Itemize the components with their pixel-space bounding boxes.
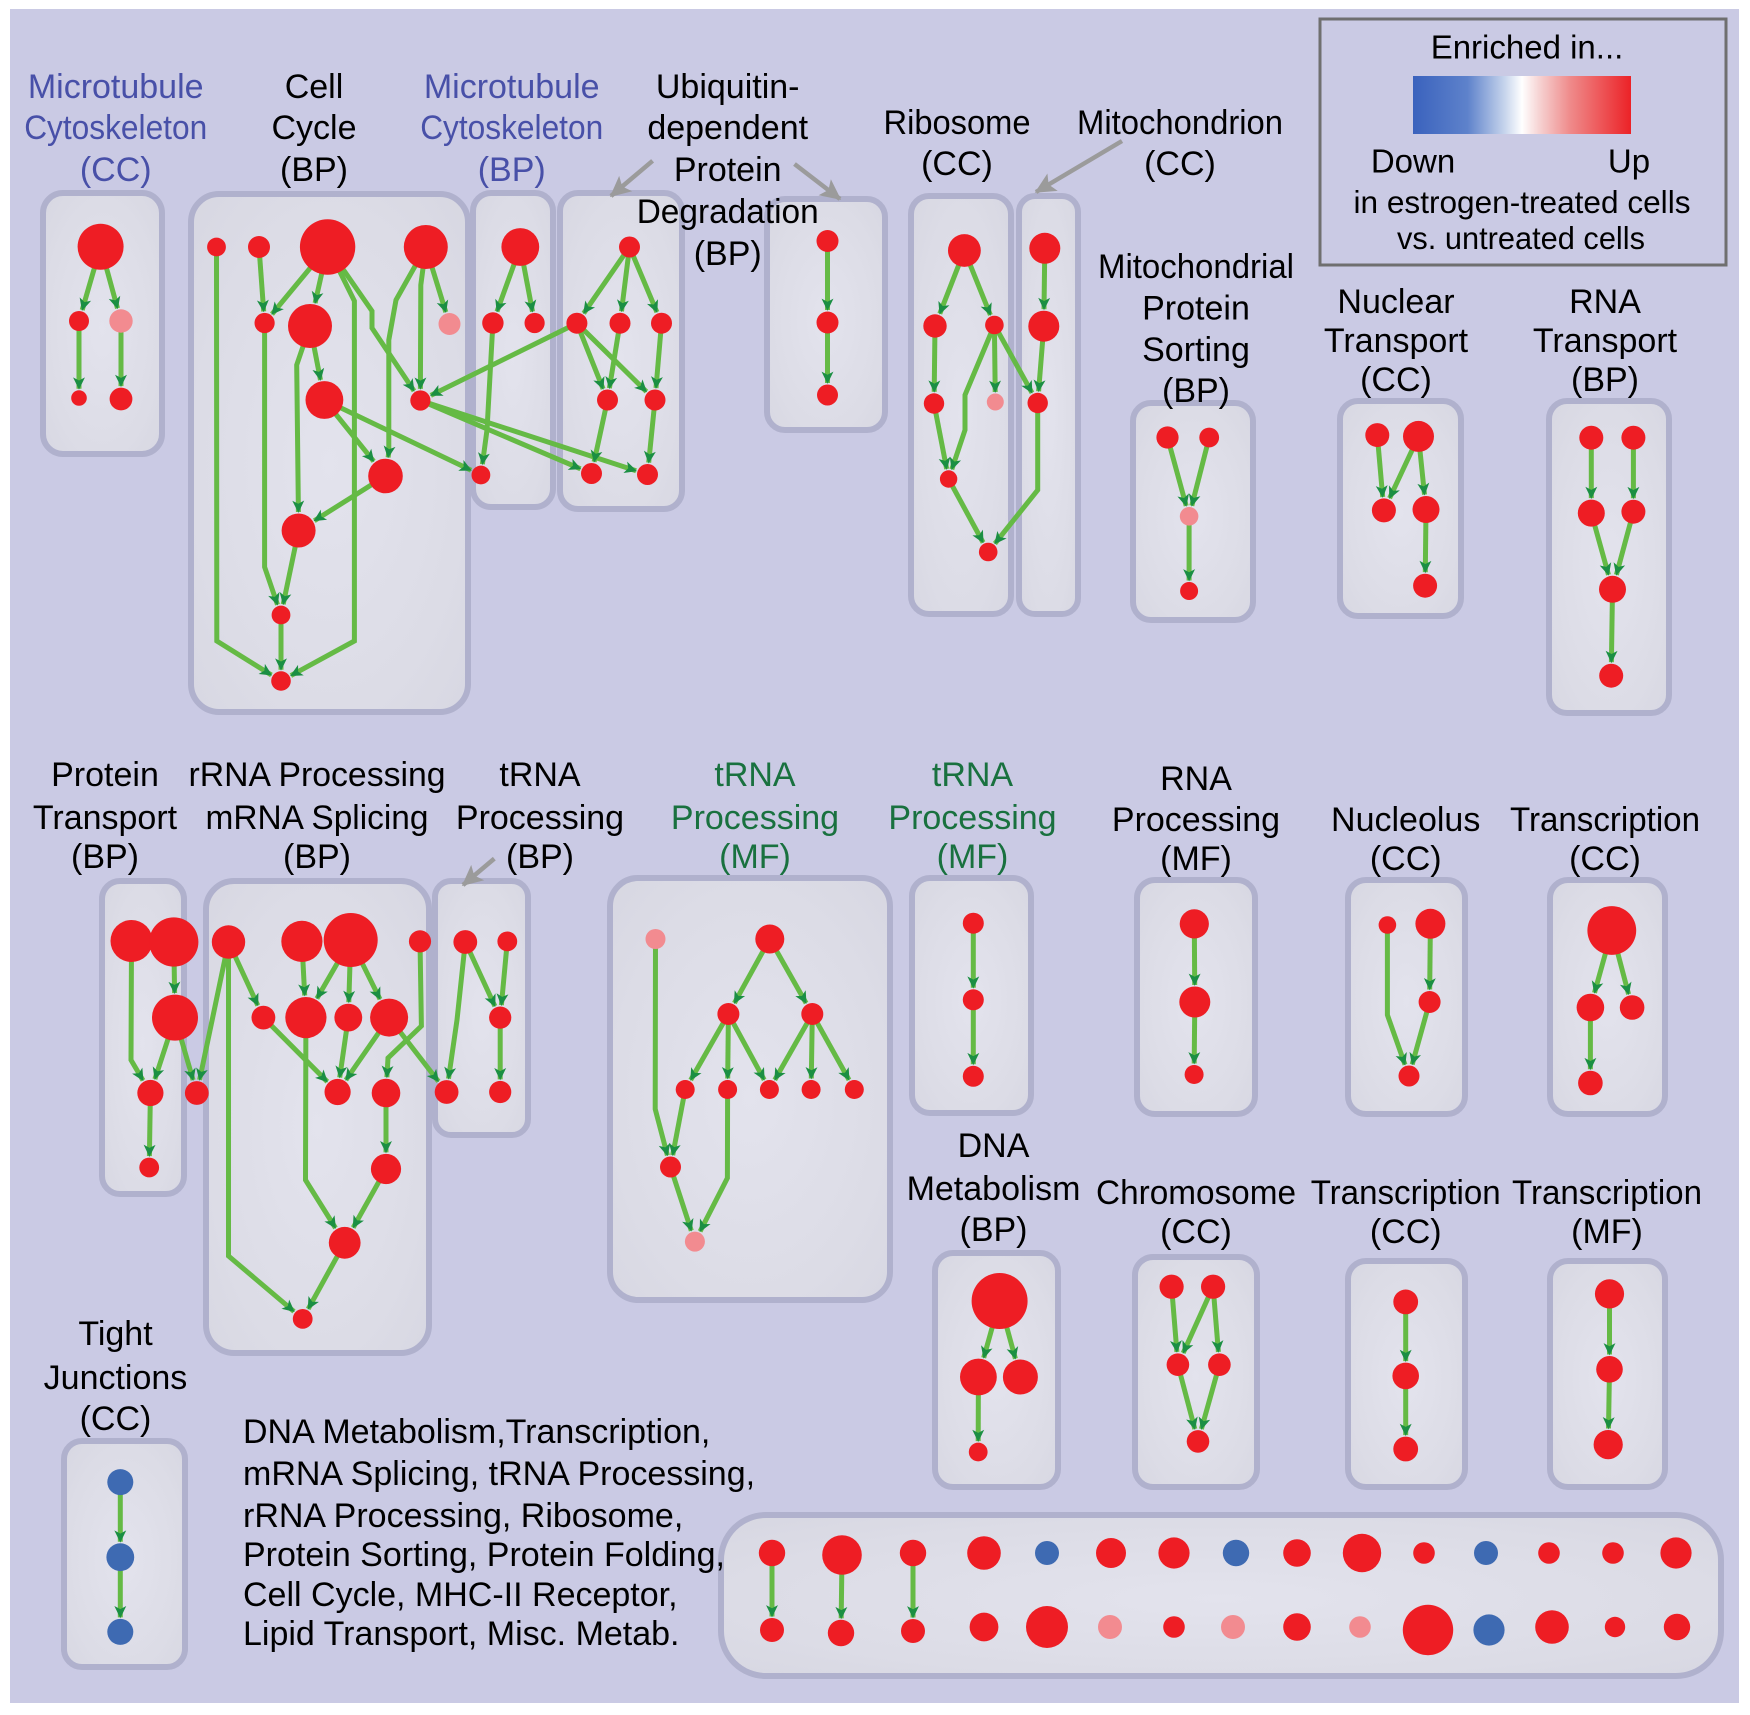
svg-text:in estrogen-treated cells: in estrogen-treated cells [1354,184,1691,220]
svg-text:(BP): (BP) [1571,361,1639,399]
svg-text:Protein: Protein [51,756,159,794]
svg-text:RNA: RNA [1569,283,1641,321]
svg-text:Nucleolus: Nucleolus [1331,801,1480,839]
svg-text:(BP): (BP) [694,235,762,273]
svg-text:(MF): (MF) [1160,840,1232,878]
svg-text:(MF): (MF) [719,838,791,876]
svg-text:Metabolism: Metabolism [907,1170,1081,1208]
svg-text:Ubiquitin-: Ubiquitin- [656,68,800,106]
svg-text:(CC): (CC) [1370,1213,1442,1251]
svg-text:(BP): (BP) [280,151,348,189]
svg-text:(CC): (CC) [1160,1213,1232,1251]
svg-text:DNA Metabolism,Transcription,: DNA Metabolism,Transcription, [243,1413,710,1451]
svg-text:Cytoskeleton: Cytoskeleton [420,109,603,147]
svg-text:Processing: Processing [888,799,1056,837]
svg-text:Mitochondrion: Mitochondrion [1077,104,1283,142]
svg-text:(CC): (CC) [921,145,993,183]
svg-text:Junctions: Junctions [44,1359,188,1397]
svg-text:(BP): (BP) [478,151,546,189]
svg-text:(CC): (CC) [80,151,152,189]
svg-text:tRNA: tRNA [499,756,581,794]
svg-text:Cycle: Cycle [271,109,356,147]
svg-text:Mitochondrial: Mitochondrial [1098,248,1294,286]
svg-text:Sorting: Sorting [1142,331,1250,369]
svg-text:mRNA Splicing: mRNA Splicing [206,799,429,837]
svg-text:Cell Cycle, MHC-II Receptor,: Cell Cycle, MHC-II Receptor, [243,1576,678,1614]
svg-text:Cell: Cell [285,68,344,106]
svg-text:Transport: Transport [33,799,178,837]
svg-text:mRNA Splicing, tRNA Processing: mRNA Splicing, tRNA Processing, [243,1455,755,1493]
svg-text:RNA: RNA [1160,760,1232,798]
svg-text:rRNA Processing: rRNA Processing [189,756,446,794]
svg-text:(CC): (CC) [1144,145,1216,183]
svg-text:(BP): (BP) [71,838,139,876]
svg-text:Transcription: Transcription [1311,1174,1501,1212]
svg-text:Chromosome: Chromosome [1096,1174,1296,1212]
svg-text:Protein Sorting, Protein Foldi: Protein Sorting, Protein Folding, [243,1536,725,1574]
svg-text:Processing: Processing [671,799,839,837]
svg-text:DNA: DNA [958,1127,1030,1165]
svg-text:(CC): (CC) [80,1400,152,1438]
svg-text:Transport: Transport [1324,322,1469,360]
svg-text:(CC): (CC) [1360,361,1432,399]
svg-text:(CC): (CC) [1569,840,1641,878]
svg-text:Up: Up [1608,143,1650,180]
svg-text:Transcription: Transcription [1510,801,1700,839]
svg-text:Lipid Transport, Misc. Metab.: Lipid Transport, Misc. Metab. [243,1615,680,1653]
svg-text:(BP): (BP) [283,838,351,876]
svg-text:Microtubule: Microtubule [424,68,600,106]
svg-text:Degradation: Degradation [637,193,819,231]
svg-text:(BP): (BP) [506,838,574,876]
svg-text:tRNA: tRNA [932,756,1014,794]
svg-text:(MF): (MF) [937,838,1009,876]
svg-text:Protein: Protein [674,151,782,189]
svg-text:Tight: Tight [78,1315,153,1353]
svg-text:(BP): (BP) [1162,372,1230,410]
svg-text:Microtubule: Microtubule [28,68,204,106]
svg-text:Transport: Transport [1533,322,1678,360]
svg-text:Protein: Protein [1142,290,1250,328]
svg-text:(BP): (BP) [960,1211,1028,1249]
svg-text:rRNA Processing, Ribosome,: rRNA Processing, Ribosome, [243,1497,683,1535]
svg-text:Cytoskeleton: Cytoskeleton [24,109,207,147]
svg-text:Down: Down [1371,143,1455,180]
svg-text:(MF): (MF) [1571,1213,1643,1251]
svg-text:(CC): (CC) [1370,840,1442,878]
svg-text:Processing: Processing [456,799,624,837]
svg-text:Processing: Processing [1112,801,1280,839]
svg-text:Enriched in...: Enriched in... [1431,29,1624,66]
svg-text:tRNA: tRNA [714,756,796,794]
svg-text:Ribosome: Ribosome [884,104,1031,142]
svg-text:Nuclear: Nuclear [1337,283,1454,321]
svg-text:Transcription: Transcription [1512,1174,1702,1212]
svg-text:dependent: dependent [647,109,808,147]
svg-text:vs. untreated cells: vs. untreated cells [1397,220,1645,256]
